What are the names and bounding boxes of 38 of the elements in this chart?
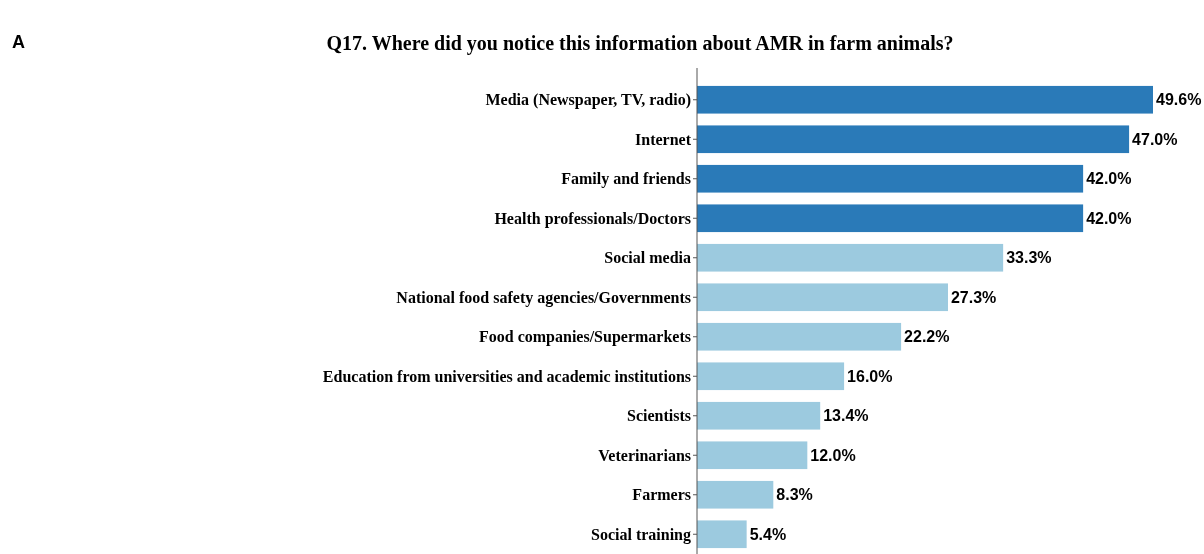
bar	[697, 401, 821, 430]
bar	[697, 441, 808, 470]
data-label: 33.3%	[1006, 249, 1052, 267]
data-label: 49.6%	[1156, 91, 1202, 109]
y-tick-label: Internet	[635, 130, 692, 148]
bar	[697, 480, 774, 509]
data-label: 42.0%	[1086, 209, 1132, 227]
y-tick-label: Food companies/Supermarkets	[479, 328, 691, 347]
data-label: 5.4%	[749, 525, 787, 543]
y-tick-label: Scientists	[627, 407, 691, 425]
chart-title: Q17. Where did you notice this information about AMR in farm animals?	[326, 32, 954, 55]
data-label: 27.3%	[950, 288, 997, 306]
y-tick-label: Social training	[590, 525, 691, 544]
data-label: 42.0%	[1086, 170, 1132, 188]
y-tick-label: Media (Newspaper, TV, radio)	[485, 91, 691, 110]
text: A	[12, 32, 25, 52]
y-tick-label: National food safety agencies/Governments	[396, 288, 691, 307]
bar	[697, 164, 1084, 193]
data-label: 8.3%	[776, 486, 813, 504]
bar	[697, 85, 1153, 114]
bar	[697, 362, 845, 391]
y-tick-label: Health professionals/Doctors	[494, 209, 691, 228]
bar	[697, 520, 747, 549]
data-label: 47.0%	[1132, 130, 1178, 148]
data-label: 12.0%	[810, 446, 856, 464]
bar	[697, 283, 948, 312]
bar	[697, 125, 1130, 154]
bar	[697, 243, 1004, 272]
bar	[697, 322, 902, 351]
y-tick-label: Veterinarians	[598, 446, 691, 464]
y-tick-label: Education from universities and academic institutions	[322, 367, 691, 385]
y-tick-label: Farmers	[632, 486, 691, 504]
data-label: 22.2%	[904, 328, 950, 346]
y-tick-label: Social media	[604, 249, 691, 267]
bar	[697, 204, 1084, 233]
data-label: 13.4%	[823, 407, 869, 425]
y-tick-label: Family and friends	[561, 170, 691, 189]
data-label: 16.0%	[847, 367, 893, 385]
